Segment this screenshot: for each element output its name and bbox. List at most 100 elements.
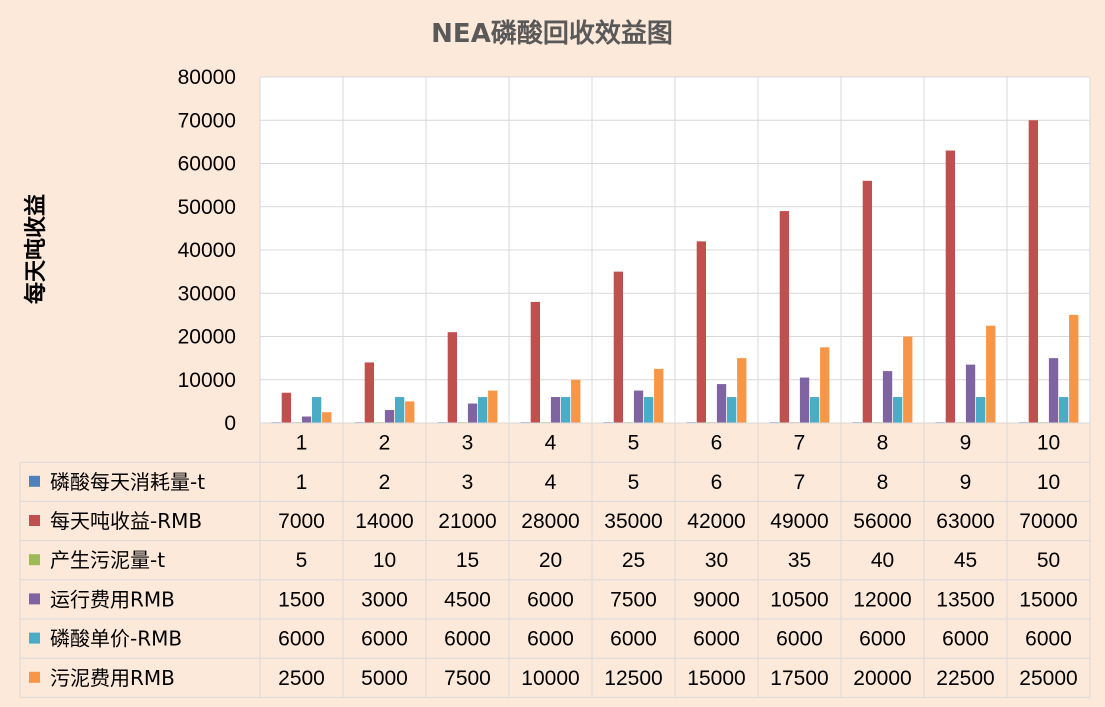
- y-tick-label: 40000: [178, 239, 236, 262]
- grid-layer: [259, 76, 1091, 424]
- x-tick-label: 7: [794, 432, 806, 455]
- bar: [716, 384, 727, 423]
- data-label: 10: [373, 549, 396, 572]
- bar: [281, 392, 292, 423]
- bar: [550, 397, 561, 423]
- data-label: 5: [628, 471, 640, 494]
- series-label: 污泥费用RMB: [50, 666, 175, 690]
- data-label: 7000: [278, 510, 325, 533]
- bar: [779, 211, 790, 423]
- data-label: 9: [960, 471, 972, 494]
- bar: [986, 325, 996, 423]
- data-label: 8: [877, 471, 889, 494]
- data-label: 7: [794, 471, 806, 494]
- data-label: 6000: [776, 628, 823, 651]
- data-label: 6000: [610, 628, 657, 651]
- data-label: 20: [539, 549, 562, 572]
- bar: [467, 403, 478, 423]
- data-label: 10: [1037, 471, 1060, 494]
- data-label: 6000: [527, 628, 574, 651]
- bar: [643, 397, 654, 423]
- y-tick-label: 80000: [178, 66, 236, 89]
- data-label: 10000: [521, 667, 579, 690]
- bar: [882, 371, 893, 423]
- legend-swatch: [29, 515, 40, 526]
- data-label: 5: [296, 549, 308, 572]
- data-label: 45: [954, 549, 977, 572]
- bar: [696, 241, 707, 423]
- bar: [405, 401, 415, 423]
- y-tick-label: 0: [224, 412, 236, 435]
- data-label: 13500: [936, 588, 994, 611]
- y-tick-label: 20000: [178, 326, 236, 349]
- y-tick-label: 50000: [178, 196, 236, 219]
- bar: [820, 347, 830, 423]
- data-label: 63000: [936, 510, 994, 533]
- x-tick-label: 2: [379, 432, 391, 455]
- x-tick-label: 9: [960, 432, 972, 455]
- data-label: 40: [871, 549, 894, 572]
- bar: [862, 180, 873, 423]
- data-label: 15000: [1019, 588, 1077, 611]
- series-label: 运行费用RMB: [50, 587, 175, 611]
- y-tick-label: 30000: [178, 282, 236, 305]
- data-label: 21000: [438, 510, 496, 533]
- bar: [571, 379, 581, 423]
- y-tick-label: 60000: [178, 153, 236, 176]
- bar: [975, 397, 986, 423]
- data-label: 1: [296, 471, 308, 494]
- x-tick-label: 5: [628, 432, 640, 455]
- bar: [364, 362, 375, 423]
- data-label: 49000: [770, 510, 828, 533]
- x-tick-label: 1: [296, 432, 308, 455]
- data-label: 7500: [610, 588, 657, 611]
- series-label: 每天吨收益-RMB: [50, 509, 202, 533]
- data-label: 14000: [355, 510, 413, 533]
- data-label: 6000: [444, 628, 491, 651]
- x-tick-label: 6: [711, 432, 723, 455]
- data-label: 2: [379, 471, 391, 494]
- data-label: 12000: [853, 588, 911, 611]
- bar: [560, 397, 571, 423]
- data-label: 6000: [693, 628, 740, 651]
- x-tick-label: 3: [462, 432, 474, 455]
- legend-swatch: [29, 632, 40, 644]
- y-tick-label: 10000: [178, 369, 236, 392]
- data-label: 50: [1037, 549, 1060, 572]
- series-label: 产生污泥量-t: [50, 548, 165, 572]
- data-label: 25000: [1019, 667, 1077, 690]
- legend-swatch: [29, 475, 40, 487]
- data-label: 6000: [527, 588, 574, 611]
- bar: [394, 397, 405, 423]
- bars-layer: [271, 120, 1079, 423]
- chart-title: NEA磷酸回收效益图: [431, 18, 673, 49]
- series-label: 磷酸每天消耗量-t: [50, 470, 205, 494]
- y-axis-ticks: 0 10000 20000 30000 40000 50000 60000 70000 8000…: [178, 66, 236, 435]
- bar: [726, 397, 737, 423]
- y-tick-label: 70000: [178, 109, 236, 132]
- data-label: 35000: [604, 510, 662, 533]
- bar: [447, 332, 458, 423]
- bar: [1069, 314, 1079, 423]
- bar: [384, 410, 395, 423]
- data-label: 10500: [770, 588, 828, 611]
- bar: [530, 301, 541, 423]
- data-label: 28000: [521, 510, 579, 533]
- data-label: 15: [456, 549, 479, 572]
- bar: [477, 397, 488, 423]
- x-tick-label: 8: [877, 432, 889, 455]
- bar: [1058, 397, 1069, 423]
- bar: [799, 377, 810, 423]
- data-label: 56000: [853, 510, 911, 533]
- series-label: 磷酸单价-RMB: [50, 627, 182, 651]
- data-label: 6000: [1025, 628, 1072, 651]
- bar: [311, 397, 322, 423]
- bar: [809, 397, 820, 423]
- bar: [1048, 358, 1059, 423]
- bar: [892, 397, 903, 423]
- data-label: 22500: [936, 667, 994, 690]
- data-label: 1500: [278, 588, 325, 611]
